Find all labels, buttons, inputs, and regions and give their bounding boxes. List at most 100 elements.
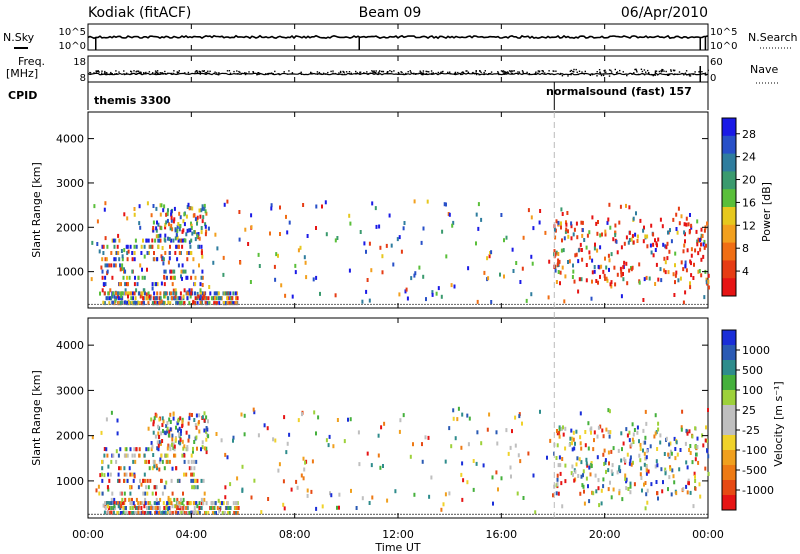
power-scatter — [88, 199, 710, 306]
range-gate-cell — [686, 490, 689, 495]
range-gate-cell — [171, 227, 174, 232]
range-gate-cell — [632, 240, 635, 245]
range-gate-cell — [412, 442, 414, 447]
range-gate-cell — [654, 413, 657, 418]
beam-title: Beam 09 — [359, 5, 422, 21]
nave-point — [243, 72, 246, 74]
range-gate-cell — [611, 471, 614, 476]
range-gate-cell — [115, 251, 118, 255]
range-gate-cell — [112, 453, 115, 458]
range-gate-cell — [454, 436, 457, 441]
nave-point — [490, 71, 493, 73]
range-gate-cell — [162, 257, 165, 262]
nave-point — [198, 70, 200, 73]
range-gate-cell — [167, 443, 170, 448]
range-gate-cell — [164, 511, 167, 515]
range-gate-cell — [118, 238, 121, 243]
range-gate-cell — [137, 501, 140, 506]
range-gate-cell — [118, 301, 121, 306]
nave-point — [652, 74, 654, 77]
range-gate-cell — [164, 233, 167, 238]
range-gate-cell — [664, 471, 667, 476]
range-gate-cell — [171, 433, 174, 438]
range-gate-cell — [636, 425, 639, 430]
range-gate-cell — [675, 491, 678, 496]
range-gate-cell — [113, 501, 116, 506]
range-gate-cell — [486, 256, 489, 261]
range-gate-cell — [143, 288, 146, 293]
nave-point — [670, 70, 672, 72]
range-gate-cell — [620, 273, 623, 278]
range-gate-cell — [496, 441, 499, 446]
range-gate-cell — [176, 511, 179, 515]
range-gate-cell — [680, 425, 683, 430]
range-gate-cell — [174, 453, 177, 458]
range-gate-cell — [197, 232, 200, 236]
range-gate-cell — [158, 459, 161, 464]
nave-point — [583, 73, 585, 75]
nave-point — [537, 70, 539, 72]
range-gate-cell — [707, 471, 710, 476]
range-gate-cell — [371, 495, 374, 500]
nave-point — [278, 73, 281, 76]
range-gate-cell — [201, 291, 204, 296]
range-gate-cell — [148, 459, 150, 464]
range-gate-cell — [668, 475, 671, 480]
range-gate-cell — [694, 474, 696, 479]
range-gate-cell — [174, 288, 177, 293]
colorbar-segment — [722, 330, 736, 346]
range-gate-cell — [204, 222, 207, 227]
nave-point — [318, 71, 321, 74]
nave-point — [454, 71, 457, 74]
range-gate-cell — [119, 267, 122, 272]
range-gate-cell — [655, 262, 658, 267]
range-gate-cell — [171, 442, 173, 447]
range-gate-cell — [178, 440, 180, 445]
range-gate-cell — [557, 491, 560, 496]
range-gate-cell — [229, 506, 232, 510]
range-gate-cell — [253, 478, 256, 483]
nave-point — [686, 74, 688, 76]
range-gate-cell — [142, 491, 145, 496]
nave-point — [316, 71, 319, 73]
range-gate-cell — [111, 300, 114, 305]
nave-point — [422, 70, 425, 72]
nave-point — [160, 72, 162, 74]
nave-point — [637, 73, 640, 76]
range-gate-cell — [448, 426, 451, 431]
range-gate-cell — [196, 218, 199, 223]
range-gate-cell — [500, 476, 503, 481]
range-gate-cell — [285, 214, 287, 219]
nave-point — [332, 72, 334, 74]
range-gate-cell — [183, 506, 186, 510]
range-gate-cell — [111, 294, 114, 299]
range-gate-cell — [183, 472, 185, 477]
range-gate-cell — [101, 478, 104, 483]
range-gate-cell — [628, 268, 631, 273]
range-gate-cell — [107, 511, 110, 515]
range-gate-cell — [402, 226, 405, 231]
range-gate-cell — [192, 478, 195, 483]
range-gate-cell — [151, 282, 154, 287]
nave-point — [379, 70, 381, 72]
nave-point — [449, 71, 451, 73]
range-gate-cell — [667, 230, 669, 235]
range-gate-cell — [151, 491, 154, 496]
nave-point — [382, 70, 385, 73]
nave-point — [678, 71, 681, 73]
nave-point — [500, 70, 503, 72]
nave-point — [196, 71, 199, 74]
nave-point — [591, 73, 594, 76]
range-gate-cell — [629, 481, 632, 486]
range-gate-cell — [158, 301, 161, 306]
range-gate-cell — [547, 295, 550, 300]
range-gate-cell — [116, 511, 119, 515]
range-gate-cell — [121, 254, 124, 259]
colorbar-segment — [722, 465, 736, 481]
range-gate-cell — [155, 296, 158, 301]
range-gate-cell — [579, 242, 582, 247]
nave-point — [689, 73, 691, 75]
range-gate-cell — [115, 459, 118, 464]
range-gate-cell — [560, 248, 563, 253]
